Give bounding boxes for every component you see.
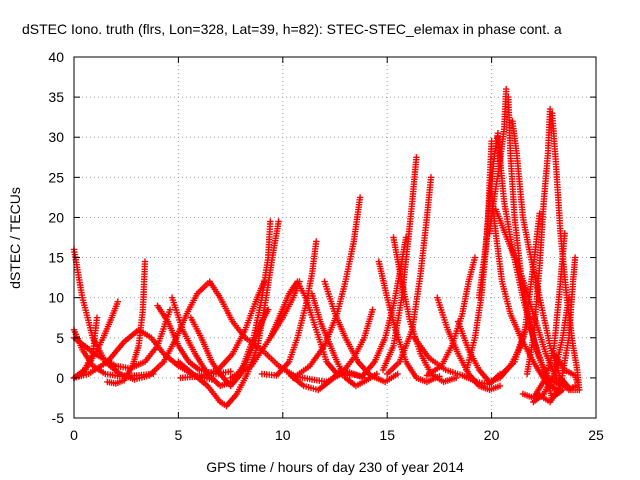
series-pass-28 — [434, 294, 504, 394]
data-point-markers — [177, 278, 268, 382]
y-tick-label: 30 — [48, 129, 64, 145]
y-tick-label: 5 — [56, 330, 64, 346]
series-pass-25 — [379, 154, 420, 374]
series-pass-24 — [384, 174, 435, 378]
data-point-markers — [104, 258, 149, 387]
y-tick-label: 0 — [56, 370, 64, 386]
data-points — [70, 85, 583, 410]
series-pass-19 — [308, 290, 380, 390]
data-point-markers — [523, 105, 554, 378]
x-tick-label: 10 — [275, 427, 291, 443]
data-point-markers — [475, 130, 502, 301]
data-point-markers — [379, 154, 420, 374]
series-pass-39 — [523, 105, 554, 378]
series-pass-31 — [475, 130, 502, 301]
data-point-markers — [486, 85, 510, 237]
series-pass-38 — [498, 210, 543, 378]
series-pass-44 — [530, 294, 573, 406]
series-pass-22 — [375, 258, 443, 386]
series-pass-33 — [486, 85, 510, 237]
series-pass-20 — [321, 278, 401, 386]
data-point-markers — [258, 238, 320, 379]
y-tick-label: 35 — [48, 89, 64, 105]
x-tick-label: 20 — [484, 427, 500, 443]
series-pass-37 — [509, 118, 581, 394]
series-pass-16 — [267, 278, 353, 379]
grid — [74, 57, 596, 418]
chart-title: dSTEC Iono. truth (flrs, Lon=328, Lat=39… — [22, 21, 562, 37]
series-pass-11 — [177, 278, 268, 382]
y-tick-label: -5 — [52, 410, 65, 426]
data-point-markers — [384, 174, 435, 378]
x-tick-label: 0 — [70, 427, 78, 443]
x-tick-label: 15 — [379, 427, 395, 443]
axis-ticks: 0 5 10 15 20 25 -5 0 5 10 15 20 25 30 35 40 — [48, 49, 604, 443]
x-tick-label: 25 — [588, 427, 604, 443]
y-tick-label: 20 — [48, 209, 64, 225]
data-point-markers — [267, 278, 353, 379]
x-tick-label: 5 — [175, 427, 183, 443]
y-axis-label: dSTEC / TECUs — [7, 187, 23, 289]
data-point-markers — [308, 290, 380, 390]
data-point-markers — [321, 278, 401, 386]
y-tick-label: 10 — [48, 290, 64, 306]
series-pass-06 — [104, 258, 149, 387]
series-pass-15 — [258, 238, 320, 379]
data-point-markers — [509, 118, 581, 394]
y-tick-label: 25 — [48, 169, 64, 185]
x-axis-label: GPS time / hours of day 230 of year 2014 — [206, 459, 464, 475]
data-point-markers — [498, 210, 543, 378]
data-point-markers — [375, 258, 443, 386]
y-tick-label: 15 — [48, 250, 64, 266]
data-point-markers — [530, 294, 573, 406]
plot-frame — [73, 56, 597, 419]
data-point-markers — [434, 294, 504, 394]
y-tick-label: 40 — [48, 49, 64, 65]
